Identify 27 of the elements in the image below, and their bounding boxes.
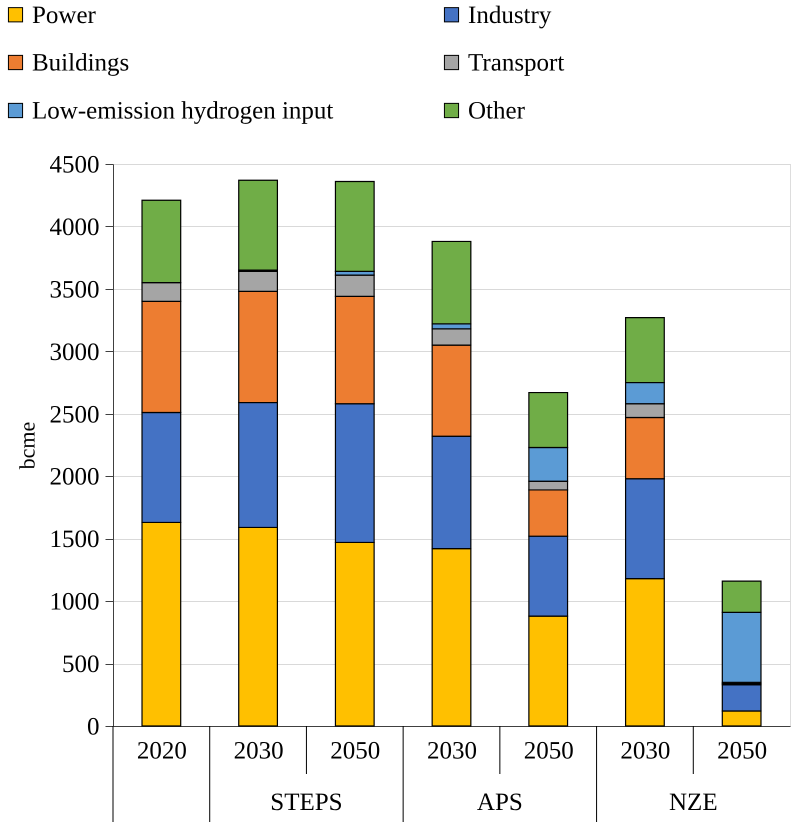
y-tick-label: 3500	[50, 276, 100, 304]
y-tick-label: 2500	[50, 401, 100, 428]
y-tick-label: 3000	[50, 338, 100, 366]
x-tick-label: 2050	[524, 738, 574, 764]
y-tick-label: 1500	[50, 526, 100, 554]
y-tick-label: 500	[62, 651, 100, 678]
text: NZE	[668, 789, 718, 816]
y-tick-label: 4500	[50, 152, 100, 178]
y-tick-label: 2000	[50, 464, 100, 491]
legend-label: Buildings	[32, 50, 130, 76]
x-tick-label: 2030	[620, 738, 670, 764]
x-tick-label: 2020	[136, 738, 187, 764]
text: STEPS	[270, 789, 343, 816]
legend-label: Power	[32, 2, 97, 29]
legend-label: Low-emission hydrogen input	[32, 98, 334, 124]
x-tick-label: 2050	[330, 738, 380, 764]
x-tick-label: 2030	[234, 738, 284, 764]
y-axis-title: bcme	[14, 422, 40, 470]
legend-label: Transport	[468, 50, 564, 76]
legend-label: Industry	[468, 2, 552, 29]
y-tick-label: 4000	[50, 214, 100, 241]
legend-label: Other	[468, 98, 526, 124]
x-tick-label: 2050	[717, 738, 768, 764]
y-tick-label: 1000	[50, 588, 100, 616]
text: APS	[476, 789, 523, 816]
y-tick-label: 0	[87, 714, 100, 740]
x-tick-label: 2030	[427, 738, 477, 764]
